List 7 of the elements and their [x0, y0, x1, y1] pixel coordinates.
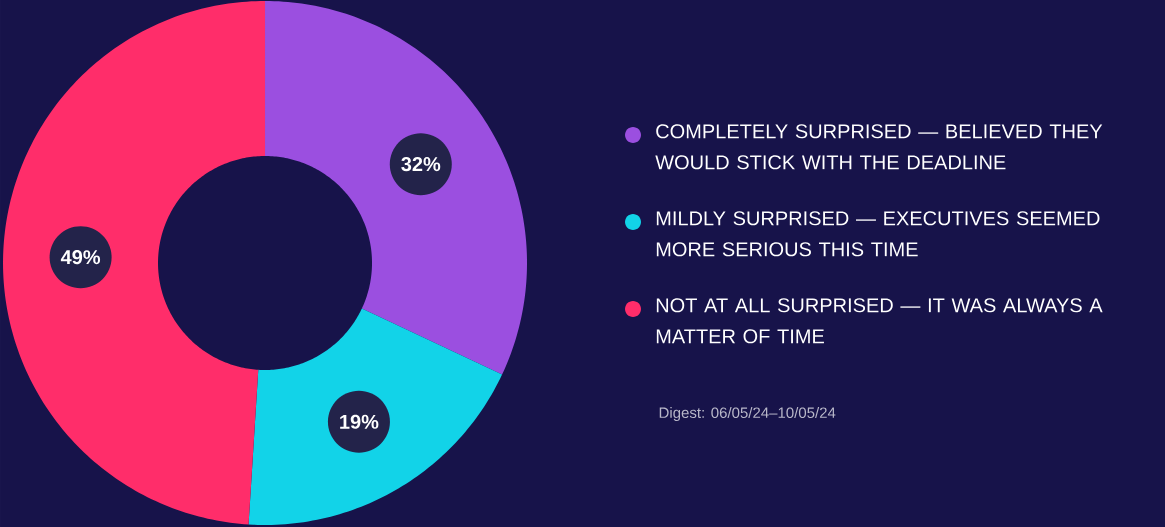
data-label: 19%: [340, 414, 379, 429]
data-label: 49%: [60, 250, 101, 265]
text: Digest: 06/05/24–10/05/24: [659, 407, 836, 421]
legend-label: NOT AT ALL SURPRISED — IT WAS ALWAYS A MATTER OF TIME: [656, 298, 1103, 344]
data-label: 32%: [401, 157, 441, 172]
legend-label: MILDLY SURPRISED — EXECUTIVES SEEMED MORE SERIOUS THIS TIME: [656, 211, 1100, 257]
legend-label: COMPLETELY SURPRISED — BELIEVED THEY WOULD STICK WITH THE DEADLINE: [655, 124, 1103, 170]
